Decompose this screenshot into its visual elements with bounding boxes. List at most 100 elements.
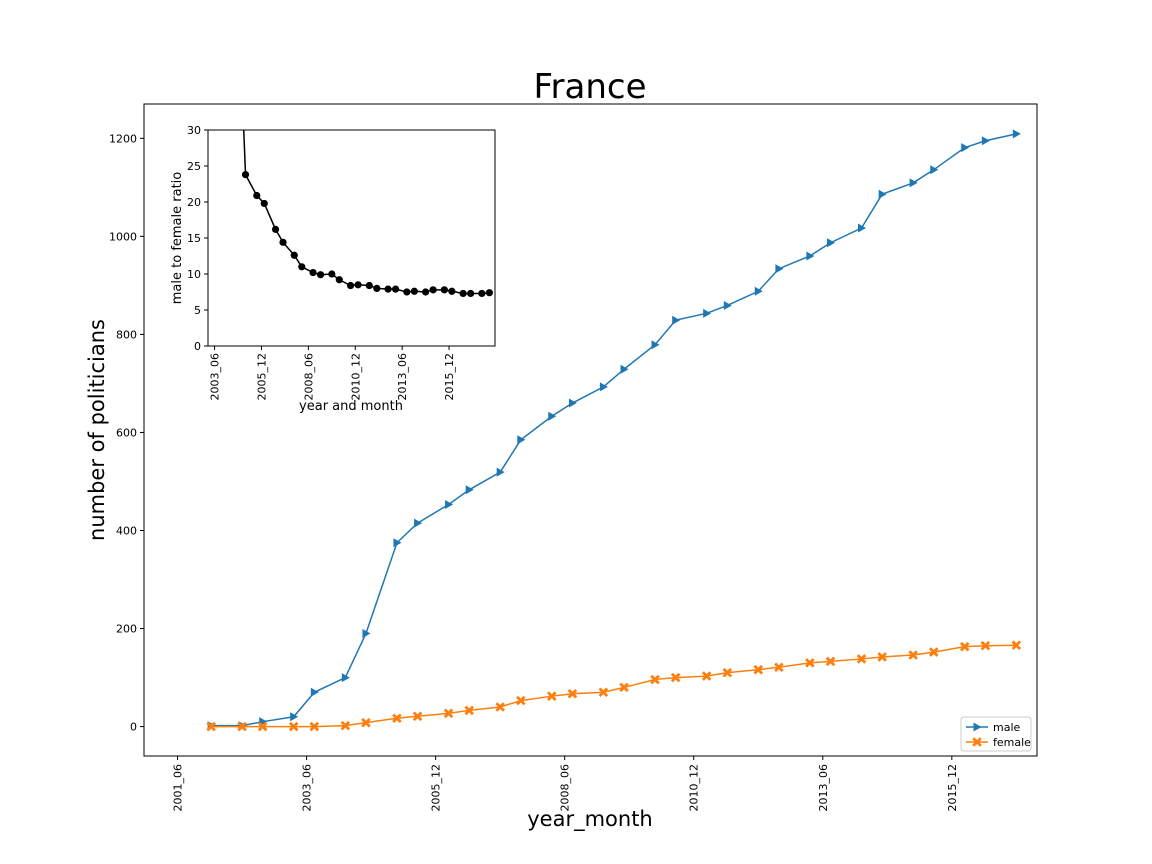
- series-male-point: [806, 251, 815, 261]
- series-female: [206, 640, 1022, 732]
- main-y-tick-label: 200: [116, 623, 137, 636]
- inset-y-axis-label: male to female ratio: [170, 172, 185, 305]
- series-male-point: [445, 500, 454, 510]
- series-male-point: [599, 382, 608, 392]
- series-female-point: [1011, 640, 1022, 650]
- inset-x-axis-label: year and month: [299, 399, 403, 414]
- series-female-point: [257, 721, 268, 732]
- inset-ratio-point: [440, 286, 448, 294]
- inset-ratio-point: [421, 288, 430, 296]
- main-x-tick-label: 2001_06: [172, 764, 185, 812]
- series-female-point: [392, 713, 402, 724]
- inset-ratio-point: [309, 268, 317, 277]
- series-female-point: [774, 662, 784, 673]
- series-male-point: [672, 315, 681, 325]
- main-y-axis-label: number of politicians: [85, 319, 109, 541]
- inset-y-tick-label: 20: [187, 196, 201, 209]
- inset-ratio-point: [298, 263, 306, 271]
- legend-male-label: male: [993, 721, 1021, 734]
- series-male-point: [393, 538, 402, 548]
- inset-ratio-point: [346, 281, 355, 290]
- series-female-point: [361, 717, 371, 728]
- series-female-point: [464, 705, 474, 716]
- inset-x-tick-label: 2008_06: [302, 353, 315, 401]
- inset-ratio-point: [478, 289, 486, 298]
- inset-ratio-point: [260, 199, 268, 208]
- inset-plot-frame: [207, 129, 496, 347]
- series-female-point: [650, 674, 660, 685]
- series-male-point: [981, 136, 990, 146]
- series-male-point: [620, 364, 629, 374]
- series-female-point: [443, 708, 454, 719]
- series-female-point: [516, 695, 526, 706]
- chart-title: France: [533, 67, 646, 107]
- main-series-group: [206, 129, 1022, 732]
- series-male-point: [827, 238, 836, 248]
- inset-ratio-point: [241, 171, 250, 179]
- series-female-point: [288, 721, 299, 732]
- legend: male female: [960, 716, 1032, 752]
- main-x-axis-label: year_month: [527, 807, 653, 832]
- series-female-point: [412, 711, 423, 722]
- series-female-point: [928, 647, 939, 657]
- inset-y-tick-label: 10: [187, 268, 201, 281]
- inset-ratio-point: [391, 285, 400, 293]
- legend-female-marker: [972, 737, 982, 747]
- inset-y-tick-label: 30: [187, 124, 201, 137]
- inset-ratio-point: [373, 284, 381, 292]
- series-female-point: [340, 720, 351, 731]
- series-male-point: [568, 398, 577, 408]
- main-y-tick-label: 1200: [109, 132, 137, 145]
- series-male-point: [341, 673, 350, 683]
- main-y-tick-label: 600: [116, 426, 137, 439]
- inset-ratio-point: [271, 225, 280, 233]
- main-x-tick-label: 2013_06: [817, 764, 830, 812]
- legend-female-label: female: [993, 736, 1031, 749]
- main-y-tick-label: 800: [116, 328, 137, 341]
- series-male-point: [857, 223, 866, 233]
- main-x-ticks: 2001_06 2003_06 2005_12 2008_06 2010_12 2013_…: [172, 756, 959, 812]
- series-female-point: [495, 702, 505, 712]
- inset-ratio-point: [253, 191, 261, 200]
- series-female-point: [908, 650, 918, 660]
- inset-ratio-point: [316, 271, 325, 279]
- series-male-point: [651, 340, 660, 350]
- inset-y-tick-label: 5: [194, 304, 201, 317]
- inset-ratio-point: [384, 285, 392, 293]
- main-x-tick-label: 2005_12: [430, 764, 443, 812]
- series-female-point: [877, 652, 887, 662]
- series-female-point: [701, 671, 712, 681]
- series-female-point: [825, 656, 836, 667]
- series-male-point: [290, 712, 299, 722]
- inset-chart: 0 5 10 15 20 25 30 2003_06 2005_12 2008_06 2010_1…: [170, 124, 496, 414]
- series-male-point: [362, 628, 371, 638]
- series-female-point: [670, 672, 681, 683]
- inset-x-tick-label: 2003_06: [209, 353, 222, 401]
- inset-ratio-point: [279, 238, 287, 246]
- main-y-tick-label: 400: [116, 524, 137, 537]
- main-x-tick-label: 2003_06: [301, 764, 314, 812]
- series-female-point: [805, 658, 815, 668]
- series-female-point: [546, 691, 557, 701]
- inset-y-ticks: 0 5 10 15 20 25 30: [187, 124, 208, 353]
- series-male-point: [310, 687, 319, 697]
- main-y-tick-label: 1000: [109, 230, 137, 243]
- inset-x-tick-label: 2015_12: [443, 353, 456, 401]
- series-female-point: [309, 721, 320, 732]
- series-female-point: [722, 667, 733, 678]
- inset-ratio-point: [429, 286, 437, 294]
- inset-ratio-point: [410, 287, 418, 295]
- inset-y-tick-label: 25: [187, 160, 201, 173]
- series-female-point: [980, 640, 991, 651]
- series-male-point: [548, 411, 557, 421]
- inset-x-ticks: 2003_06 2005_12 2008_06 2010_12 2013_06 2015_…: [209, 346, 456, 401]
- series-male-point: [878, 189, 887, 199]
- inset-ratio-point: [448, 287, 456, 295]
- inset-ratio-point: [354, 281, 362, 289]
- series-male-point: [1012, 129, 1021, 139]
- series-male-point: [465, 485, 474, 495]
- inset-y-tick-label: 15: [187, 232, 201, 245]
- inset-y-tick-label: 0: [194, 340, 201, 353]
- inset-x-tick-label: 2013_06: [396, 353, 409, 401]
- series-female-point: [619, 682, 629, 693]
